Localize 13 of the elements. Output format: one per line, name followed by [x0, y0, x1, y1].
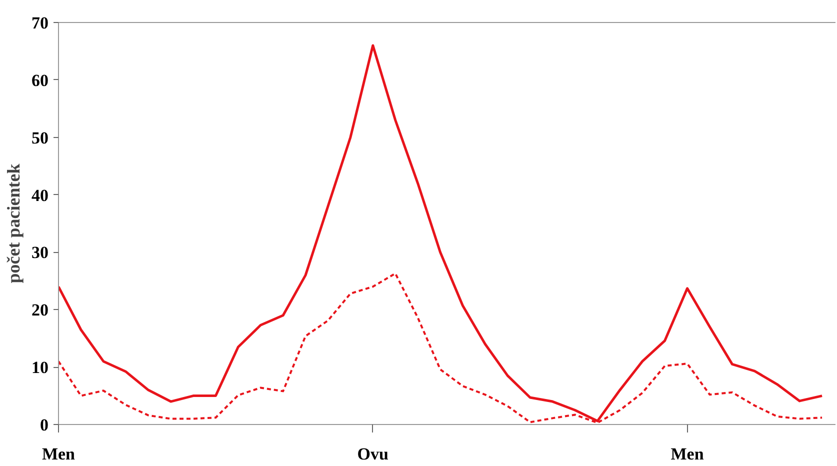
- x-tick-label: Men: [670, 444, 704, 464]
- y-tick-label: 40: [32, 186, 48, 205]
- y-tick-label: 0: [40, 416, 48, 434]
- line-series: [58, 44, 824, 422]
- y-tick-label: 60: [32, 70, 48, 90]
- x-tick-label: Ovu: [357, 444, 388, 464]
- y-tick-label: 10: [32, 358, 48, 378]
- x-tick-label: Men: [42, 444, 76, 464]
- y-axis-title: počet pacientek: [4, 164, 24, 284]
- y-tick-label: 30: [32, 243, 48, 262]
- y-tick-label: 50: [32, 128, 48, 148]
- y-tick-label: 70: [32, 14, 48, 32]
- y-tick-label: 20: [32, 300, 48, 320]
